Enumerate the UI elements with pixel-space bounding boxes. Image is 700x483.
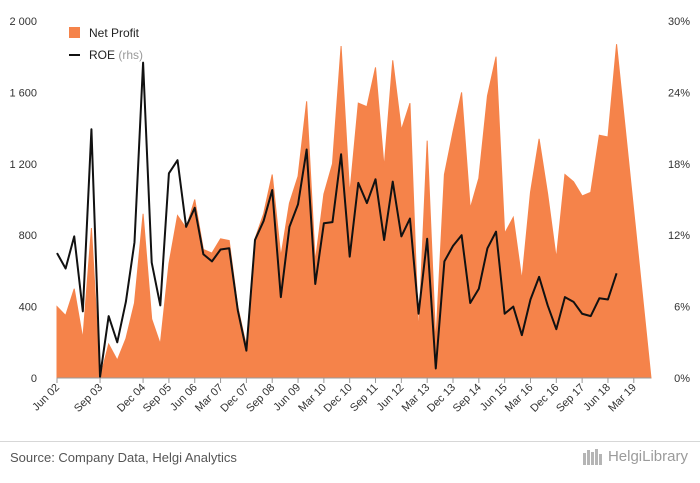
helgi-library-logo: HelgiLibrary (582, 448, 688, 465)
x-tick-label: Jun 02 (30, 382, 62, 414)
x-tick-label: Sep 11 (348, 382, 381, 415)
right-tick-label: 6% (674, 302, 690, 314)
right-tick-label: 24% (668, 87, 690, 99)
x-tick-label: Mar 19 (606, 382, 639, 415)
x-tick-label: Sep 14 (451, 382, 484, 415)
left-tick-label: 400 (19, 302, 37, 314)
right-tick-label: 0% (674, 373, 690, 385)
svg-text:ROE (rhs): ROE (rhs) (89, 48, 143, 62)
right-axis: 0% 6% 12% 18% 24% 30% (668, 16, 690, 385)
footer-divider (0, 441, 700, 442)
library-icon (582, 448, 602, 465)
x-tick-label: Dec 10 (322, 382, 355, 415)
right-tick-label: 12% (668, 230, 690, 242)
legend-swatch-net-profit (69, 27, 80, 38)
x-tick-label: Sep 08 (244, 382, 277, 415)
right-tick-label: 30% (668, 16, 690, 28)
legend-label-roe-rhs: (rhs) (118, 48, 143, 62)
x-tick-label: Sep 03 (72, 382, 105, 415)
series-roe-line (56, 61, 618, 378)
left-tick-label: 0 (31, 373, 37, 385)
left-tick-label: 1 200 (9, 159, 37, 171)
left-axis: 0 400 800 1 200 1 600 2 000 (9, 16, 37, 385)
logo-text: HelgiLibrary (607, 448, 688, 465)
legend: Net Profit ROE (rhs) (69, 26, 143, 62)
left-tick-label: 1 600 (9, 87, 37, 99)
legend-label-roe: ROE (89, 48, 115, 62)
x-tick-label: Sep 05 (141, 382, 174, 415)
legend-label-net-profit: Net Profit (89, 26, 140, 40)
x-tick-label: Sep 17 (554, 382, 587, 415)
plot-area (56, 44, 652, 379)
source-text: Source: Company Data, Helgi Analytics (10, 450, 237, 465)
left-tick-label: 2 000 (9, 16, 37, 28)
left-tick-label: 800 (19, 230, 37, 242)
right-tick-label: 18% (668, 159, 690, 171)
